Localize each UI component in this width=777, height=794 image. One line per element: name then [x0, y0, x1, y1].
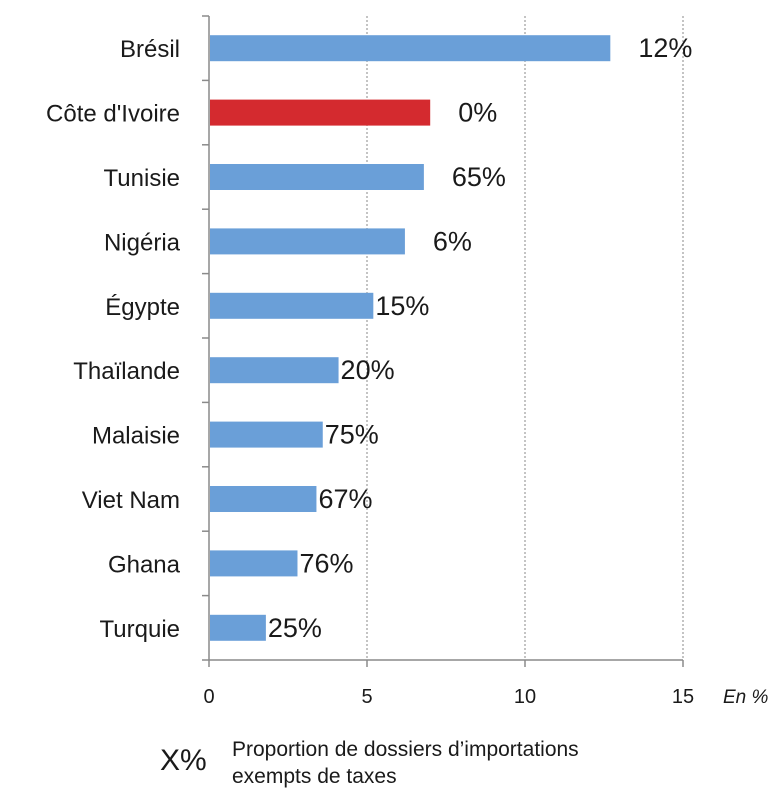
- legend-text-line-2: exempts de taxes: [232, 765, 397, 788]
- bar-1: [210, 99, 431, 126]
- data-label-7: 67%: [318, 484, 372, 514]
- category-label-4: Égypte: [105, 294, 180, 321]
- gridlines: [366, 16, 684, 660]
- bar-6: [210, 421, 323, 448]
- category-label-2: Tunisie: [104, 165, 180, 192]
- category-label-8: Ghana: [108, 551, 181, 578]
- data-label-4: 15%: [375, 291, 429, 321]
- bar-5: [210, 357, 339, 384]
- data-label-1: 0%: [458, 98, 497, 128]
- category-labels: Brésil Côte d'Ivoire Tunisie Nigéria Égypte T…: [46, 36, 181, 643]
- x-tick-label-5: 5: [361, 686, 372, 708]
- data-labels: 12% 0% 65% 6% 15% 20% 75% 67% 76% 25%: [268, 33, 692, 643]
- bar-8: [210, 550, 298, 577]
- bar-9: [210, 614, 266, 641]
- data-label-5: 20%: [341, 355, 395, 385]
- axes: [202, 15, 684, 667]
- category-label-0: Brésil: [120, 36, 180, 63]
- bar-0: [210, 35, 611, 62]
- bar-2: [210, 164, 424, 190]
- data-label-0: 12%: [638, 33, 692, 63]
- data-label-8: 76%: [299, 548, 353, 578]
- x-tick-label-10: 10: [514, 686, 536, 708]
- legend-text: Proportion de dossiers d’importations ex…: [232, 736, 692, 790]
- bar-7: [210, 486, 317, 512]
- bar-4: [210, 292, 374, 319]
- category-label-1: Côte d'Ivoire: [46, 101, 180, 128]
- legend-symbol: X%: [160, 744, 207, 777]
- bars: [210, 35, 611, 641]
- bar-chart: Brésil Côte d'Ivoire Tunisie Nigéria Égypte T…: [46, 15, 769, 708]
- data-label-3: 6%: [433, 226, 472, 256]
- category-label-5: Thaïlande: [73, 358, 180, 385]
- bar-3: [210, 228, 405, 255]
- legend: X% Proportion de dossiers d’importations…: [160, 736, 720, 794]
- category-label-3: Nigéria: [104, 229, 181, 256]
- x-unit-label: En %: [723, 687, 769, 708]
- category-label-7: Viet Nam: [82, 487, 180, 514]
- data-label-9: 25%: [268, 613, 322, 643]
- legend-text-line-1: Proportion de dossiers d’importations: [232, 738, 579, 761]
- data-label-2: 65%: [452, 162, 506, 192]
- data-label-6: 75%: [325, 420, 379, 450]
- x-tick-labels: 0 5 10 15: [203, 686, 694, 708]
- category-label-6: Malaisie: [92, 423, 180, 450]
- x-tick-label-15: 15: [672, 686, 694, 708]
- x-tick-label-0: 0: [203, 686, 214, 708]
- category-label-9: Turquie: [100, 616, 180, 643]
